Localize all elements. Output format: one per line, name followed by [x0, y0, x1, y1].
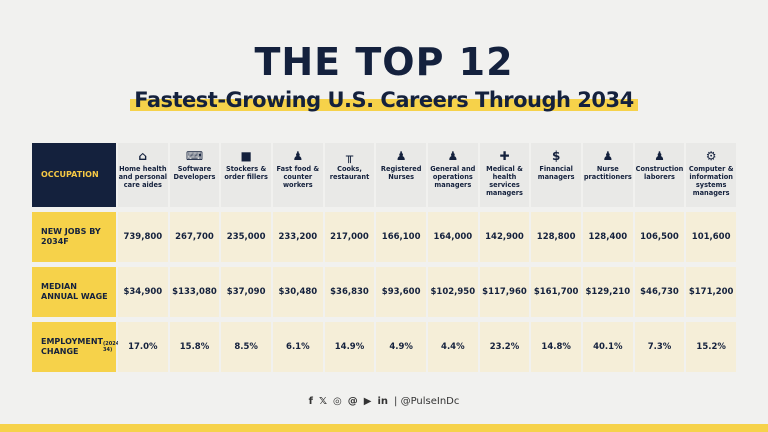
- table-cell: 128,800: [531, 212, 581, 262]
- column-header: ⌨ Software Developers: [169, 143, 220, 207]
- table-cell: 15.8%: [169, 322, 220, 372]
- row-label-note: (2024-34): [103, 341, 122, 353]
- youtube-icon[interactable]: ▶: [363, 396, 372, 407]
- row-label-text: MEDIAN ANNUAL WAGE: [41, 282, 108, 301]
- computer-gear-icon: ⚙: [705, 148, 717, 163]
- table-cell: 7.3%: [634, 322, 685, 372]
- hardhat-worker-icon: ♟: [654, 148, 665, 163]
- social-handle: | @PulseInDc: [394, 396, 460, 407]
- table-cell: $34,900: [118, 267, 168, 317]
- money-bag-icon: $: [551, 148, 561, 163]
- column-header: ♟ Fast food & counter workers: [273, 143, 323, 207]
- careers-table: OCCUPATION ⌂ Home health and personal care…: [32, 143, 736, 372]
- table-cell: 23.2%: [479, 322, 530, 372]
- medical-shield-icon: ✚: [499, 148, 510, 163]
- table-cell: $36,830: [324, 267, 375, 317]
- table-cell: 101,600: [686, 212, 736, 262]
- column-name: Software Developers: [173, 165, 216, 181]
- table-cell: $171,200: [686, 267, 736, 317]
- table-cell: 15.2%: [686, 322, 736, 372]
- table-cell: $129,210: [583, 267, 633, 317]
- instagram-icon[interactable]: ◎: [333, 396, 342, 407]
- facebook-icon[interactable]: f: [308, 396, 313, 407]
- corner-label: OCCUPATION: [32, 143, 116, 207]
- column-header: ■ Stockers & order fillers: [221, 143, 271, 207]
- table-cell: 233,200: [273, 212, 323, 262]
- column-name: Registered Nurses: [380, 165, 422, 181]
- column-name: Financial managers: [537, 165, 575, 181]
- column-header: ⌂ Home health and personal care aides: [118, 143, 168, 207]
- manager-icon: ♟: [447, 148, 459, 163]
- counter-worker-icon: ♟: [292, 148, 304, 163]
- column-name: Stockers & order fillers: [224, 165, 268, 181]
- table-icon: ╥: [345, 148, 354, 163]
- row-label: EMPLOYMENT CHANGE (2024-34): [32, 322, 121, 372]
- table-cell: $37,090: [221, 267, 271, 317]
- table-cell: 40.1%: [583, 322, 633, 372]
- threads-icon[interactable]: @: [347, 396, 358, 407]
- table-cell: 17.0%: [118, 322, 168, 372]
- column-name: Construction laborers: [635, 165, 684, 181]
- table-cell: $102,950: [428, 267, 478, 317]
- house-shield-icon: ⌂: [138, 148, 148, 163]
- column-header: ✚ Medical & health services managers: [479, 143, 530, 207]
- table-cell: 4.4%: [428, 322, 478, 372]
- table-cell: 128,400: [583, 212, 633, 262]
- table-cell: 142,900: [479, 212, 530, 262]
- row-label: NEW JOBS BY 2034F: [32, 212, 116, 262]
- table-cell: 267,700: [169, 212, 220, 262]
- column-header: ╥ Cooks, restaurant: [324, 143, 375, 207]
- table-cell: $46,730: [634, 267, 685, 317]
- table-cell: 6.1%: [273, 322, 323, 372]
- x-icon[interactable]: 𝕏: [318, 396, 328, 407]
- column-header: ♟ Construction laborers: [634, 143, 685, 207]
- table-cell: 235,000: [221, 212, 271, 262]
- column-name: Computer & information systems managers: [688, 165, 734, 197]
- row-label: MEDIAN ANNUAL WAGE: [32, 267, 116, 317]
- table-cell: 14.9%: [324, 322, 375, 372]
- row-label-text: NEW JOBS BY 2034F: [41, 227, 101, 246]
- column-name: Nurse practitioners: [583, 165, 632, 181]
- table-cell: $30,480: [273, 267, 323, 317]
- box-icon: ■: [240, 148, 252, 163]
- nurse-icon: ♟: [395, 148, 407, 163]
- column-header: ♟ Registered Nurses: [376, 143, 426, 207]
- column-header: ♟ Nurse practitioners: [583, 143, 633, 207]
- column-header: $ Financial managers: [531, 143, 581, 207]
- doctor-icon: ♟: [602, 148, 614, 163]
- table-cell: $93,600: [376, 267, 426, 317]
- table-cell: 8.5%: [221, 322, 271, 372]
- column-header: ⚙ Computer & information systems managers: [686, 143, 736, 207]
- table-cell: 14.8%: [531, 322, 581, 372]
- bottom-strip: [0, 424, 768, 432]
- table-cell: 4.9%: [376, 322, 426, 372]
- page-title: THE TOP 12: [254, 40, 514, 84]
- column-name: Cooks, restaurant: [329, 165, 370, 181]
- subtitle: Fastest-Growing U.S. Careers Through 203…: [0, 88, 768, 112]
- column-name: Medical & health services managers: [486, 165, 523, 197]
- table-cell: $161,700: [531, 267, 581, 317]
- table-cell: $133,080: [169, 267, 220, 317]
- linkedin-icon[interactable]: in: [377, 396, 389, 407]
- table-cell: 164,000: [428, 212, 478, 262]
- table-cell: 739,800: [118, 212, 168, 262]
- column-name: General and operations managers: [430, 165, 476, 189]
- table-cell: $117,960: [479, 267, 530, 317]
- table-cell: 217,000: [324, 212, 375, 262]
- column-name: Fast food & counter workers: [276, 165, 320, 189]
- column-name: Home health and personal care aides: [118, 165, 168, 189]
- table-cell: 166,100: [376, 212, 426, 262]
- code-window-icon: ⌨: [185, 148, 204, 163]
- social-footer: f 𝕏 ◎ @ ▶ in | @PulseInDc: [0, 396, 768, 407]
- row-label-text: EMPLOYMENT CHANGE: [41, 337, 103, 356]
- table-cell: 106,500: [634, 212, 685, 262]
- column-header: ♟ General and operations managers: [428, 143, 478, 207]
